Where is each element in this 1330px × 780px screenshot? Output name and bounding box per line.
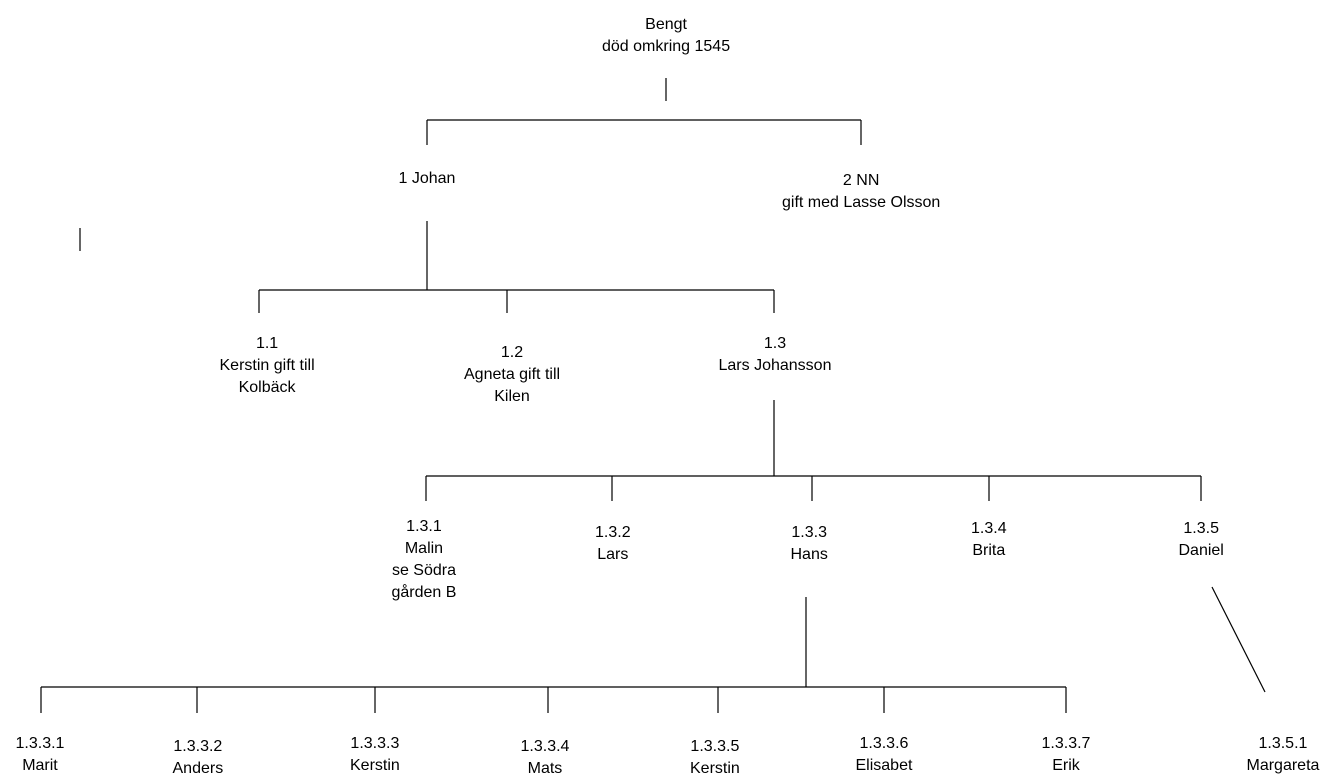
node-1-3-3: 1.3.3 Hans	[791, 522, 828, 566]
node-1-3-3-2: 1.3.3.2 Anders	[173, 736, 224, 780]
node-line: Daniel	[1178, 542, 1224, 559]
node-line: 2 NN	[842, 172, 880, 189]
node-line: 1.3.3	[791, 524, 827, 541]
node-line: Marit	[22, 757, 58, 774]
connector-daniel-margareta	[1211, 586, 1266, 693]
node-1-3-3-3: 1.3.3.3 Kerstin	[350, 733, 400, 777]
node-line: Bengt	[645, 16, 687, 33]
node-1-3-2: 1.3.2 Lars	[595, 522, 631, 566]
node-line: 1.2	[500, 344, 524, 361]
node-line: Kerstin	[350, 757, 400, 774]
node-line: 1.3.3.3	[350, 735, 400, 752]
node-line: Agneta gift till	[464, 366, 561, 383]
node-line: 1.3.2	[595, 524, 631, 541]
node-1-3-3-5: 1.3.3.5 Kerstin	[690, 736, 740, 780]
node-1-3-3-4: 1.3.3.4 Mats	[521, 736, 570, 780]
node-nn: 2 NN gift med Lasse Olsson	[782, 170, 940, 214]
node-line: 1 Johan	[398, 170, 456, 187]
node-line: Kerstin	[690, 760, 740, 777]
node-line: Malin	[404, 540, 444, 557]
node-line: 1.3.3.7	[1041, 735, 1091, 752]
node-line: gift med Lasse Olsson	[782, 194, 941, 211]
node-1-3-5-1: 1.3.5.1 Margareta	[1247, 733, 1320, 777]
node-1-3-3-6: 1.3.3.6 Elisabet	[856, 733, 913, 777]
node-line: Kolbäck	[238, 379, 296, 396]
node-1-3-3-1: 1.3.3.1 Marit	[16, 733, 65, 777]
node-line: 1.3.4	[971, 520, 1007, 537]
node-line: Elisabet	[855, 757, 913, 774]
node-line: Lars Johansson	[718, 357, 832, 374]
node-line: 1.3.3.5	[690, 738, 740, 755]
node-line: 1.3.1	[406, 518, 442, 535]
node-line: 1.1	[255, 335, 279, 352]
node-line: 1.3	[763, 335, 787, 352]
node-1-3-5: 1.3.5 Daniel	[1179, 518, 1224, 562]
node-line: Brita	[972, 542, 1006, 559]
node-line: Kilen	[494, 388, 530, 405]
node-line: Hans	[790, 546, 828, 563]
node-line: 1.3.5.1	[1258, 735, 1308, 752]
node-line: gården B	[391, 584, 457, 601]
node-line: 1.3.3.2	[173, 738, 223, 755]
node-1-2: 1.2 Agneta gift till Kilen	[464, 342, 560, 408]
node-line: Mats	[527, 760, 563, 777]
node-line: 1.3.5	[1183, 520, 1219, 537]
node-1-3: 1.3 Lars Johansson	[719, 333, 832, 377]
node-line: 1.3.3.6	[859, 735, 909, 752]
node-1-3-3-7: 1.3.3.7 Erik	[1042, 733, 1091, 777]
node-1-3-4: 1.3.4 Brita	[971, 518, 1007, 562]
node-johan: 1 Johan	[399, 168, 456, 190]
node-line: se Södra	[391, 562, 456, 579]
node-1-3-1: 1.3.1 Malin se Södra gården B	[392, 516, 457, 604]
node-line: 1.3.3.4	[520, 738, 570, 755]
node-line: 1.3.3.1	[15, 735, 65, 752]
node-line: Margareta	[1246, 757, 1320, 774]
node-line: Kerstin gift till	[219, 357, 315, 374]
node-line: Anders	[172, 760, 224, 777]
node-line: Lars	[597, 546, 629, 563]
node-line: Erik	[1052, 757, 1080, 774]
node-line: död omkring 1545	[602, 38, 731, 55]
node-bengt: Bengt död omkring 1545	[602, 14, 730, 58]
node-1-1: 1.1 Kerstin gift till Kolbäck	[220, 333, 315, 399]
